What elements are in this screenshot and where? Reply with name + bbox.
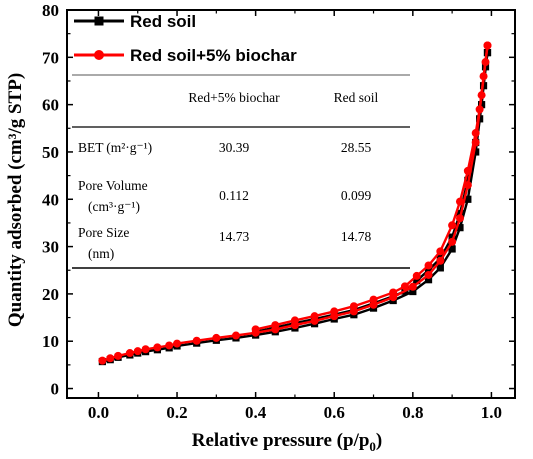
table-header-redsoil: Red soil — [334, 90, 379, 105]
x-tick-label-1: 0.2 — [166, 403, 187, 422]
x-tick-label-5: 1.0 — [481, 403, 502, 422]
point-biochar-desorption-16 — [290, 316, 299, 325]
axes: 0.0 0.2 0.4 0.6 0.8 1.0 0 10 20 30 40 50 60 70 80 — [42, 1, 516, 422]
point-redsoil-adsorption-25 — [464, 195, 472, 203]
y-tick-label-7: 70 — [42, 48, 59, 67]
table-row-bet-redsoil: 28.55 — [341, 140, 372, 155]
table-row-pv-label: Pore Volume — [78, 178, 148, 193]
x-tick-label-4: 0.8 — [402, 403, 423, 422]
legend: Red soil Red soil+5% biochar — [74, 12, 297, 65]
point-biochar-desorption-6 — [448, 221, 457, 230]
y-tick-label-3: 30 — [42, 238, 59, 257]
point-biochar-adsorption-3 — [125, 349, 134, 358]
table-header-biochar: Red+5% biochar — [188, 90, 280, 105]
point-biochar-desorption-11 — [389, 288, 398, 297]
point-biochar-adsorption-5 — [141, 345, 150, 354]
point-biochar-desorption-17 — [271, 321, 280, 330]
table-row-pv-unit: (cm³·g⁻¹) — [88, 199, 140, 214]
point-biochar-adsorption-21 — [424, 270, 433, 279]
point-redsoil-adsorption-22 — [436, 264, 444, 272]
point-biochar-desorption-7 — [436, 247, 445, 256]
series-layer — [98, 41, 492, 366]
plot-frame — [66, 9, 516, 399]
point-biochar-adsorption-2 — [114, 351, 123, 360]
bet-table: Red+5% biochar Red soil BET (m²·g⁻¹) 30.… — [72, 74, 410, 269]
table-row-bet-label: BET (m²·g⁻¹) — [78, 140, 152, 155]
y-tick-label-4: 40 — [42, 190, 59, 209]
point-redsoil-adsorption-23 — [448, 245, 456, 253]
point-biochar-desorption-0 — [483, 41, 492, 50]
x-axis-title: Relative pressure (p/p0) — [192, 430, 383, 454]
legend-label-biochar: Red soil+5% biochar — [130, 46, 297, 65]
point-redsoil-desorption-6 — [448, 233, 456, 241]
table-row-bet-biochar: 30.39 — [219, 140, 250, 155]
point-biochar-adsorption-9 — [192, 336, 201, 345]
point-biochar-desorption-1 — [479, 72, 488, 81]
point-biochar-desorption-12 — [369, 295, 378, 304]
point-biochar-desorption-10 — [400, 282, 409, 291]
point-biochar-adsorption-23 — [448, 237, 457, 246]
point-biochar-adsorption-24 — [455, 214, 464, 223]
series-biochar-desorption-line — [255, 45, 489, 331]
series-biochar-adsorption-line — [102, 45, 489, 362]
point-biochar-adsorption-11 — [231, 331, 240, 340]
point-biochar-adsorption-6 — [153, 343, 162, 352]
point-biochar-desorption-2 — [475, 105, 484, 114]
legend-marker-circle — [94, 50, 104, 60]
table-row-ps-label: Pore Size — [78, 225, 129, 240]
x-tick-label-2: 0.4 — [245, 403, 267, 422]
point-biochar-desorption-14 — [330, 307, 339, 316]
point-biochar-desorption-5 — [455, 197, 464, 206]
point-biochar-adsorption-1 — [106, 354, 115, 363]
point-redsoil-adsorption-24 — [456, 224, 464, 232]
point-biochar-adsorption-7 — [165, 341, 174, 350]
point-redsoil-desorption-8 — [424, 266, 433, 274]
point-biochar-desorption-15 — [310, 312, 319, 321]
point-redsoil-adsorption-26 — [472, 148, 480, 156]
y-axis-title: Quantity adsorbed (cm³/g STP) — [5, 73, 26, 327]
table-row-ps-redsoil: 14.78 — [341, 229, 372, 244]
point-redsoil-adsorption-20 — [409, 287, 417, 296]
point-biochar-adsorption-4 — [133, 347, 142, 356]
point-biochar-desorption-18 — [251, 325, 260, 334]
table-row-ps-unit: (nm) — [88, 246, 114, 261]
point-biochar-adsorption-22 — [436, 256, 445, 265]
point-redsoil-adsorption-21 — [424, 276, 433, 284]
table-row-pv-biochar: 0.112 — [219, 188, 249, 203]
x-tick-label-0: 0.0 — [88, 403, 109, 422]
table-row-pv-redsoil: 0.099 — [341, 188, 372, 203]
point-biochar-desorption-3 — [471, 129, 480, 138]
point-biochar-desorption-8 — [424, 261, 433, 270]
y-tick-label-0: 0 — [51, 380, 60, 399]
table-row-ps-biochar: 14.73 — [219, 229, 250, 244]
point-biochar-adsorption-20 — [408, 282, 417, 291]
point-biochar-desorption-13 — [349, 302, 358, 311]
point-biochar-desorption-4 — [463, 166, 472, 175]
series-redsoil-adsorption-line — [102, 52, 489, 363]
point-biochar-adsorption-10 — [212, 333, 221, 342]
y-tick-label-1: 10 — [42, 332, 59, 351]
y-tick-label-5: 50 — [42, 143, 59, 162]
y-tick-label-2: 20 — [42, 285, 59, 304]
legend-label-redsoil: Red soil — [130, 12, 196, 31]
x-tick-label-3: 0.6 — [324, 403, 345, 422]
point-biochar-adsorption-0 — [98, 356, 107, 365]
y-tick-label-8: 80 — [42, 1, 59, 20]
y-tick-label-6: 60 — [42, 96, 59, 115]
point-biochar-adsorption-8 — [173, 339, 182, 348]
point-redsoil-desorption-9 — [413, 277, 421, 285]
legend-marker-square — [94, 16, 104, 26]
point-biochar-desorption-9 — [412, 271, 421, 280]
